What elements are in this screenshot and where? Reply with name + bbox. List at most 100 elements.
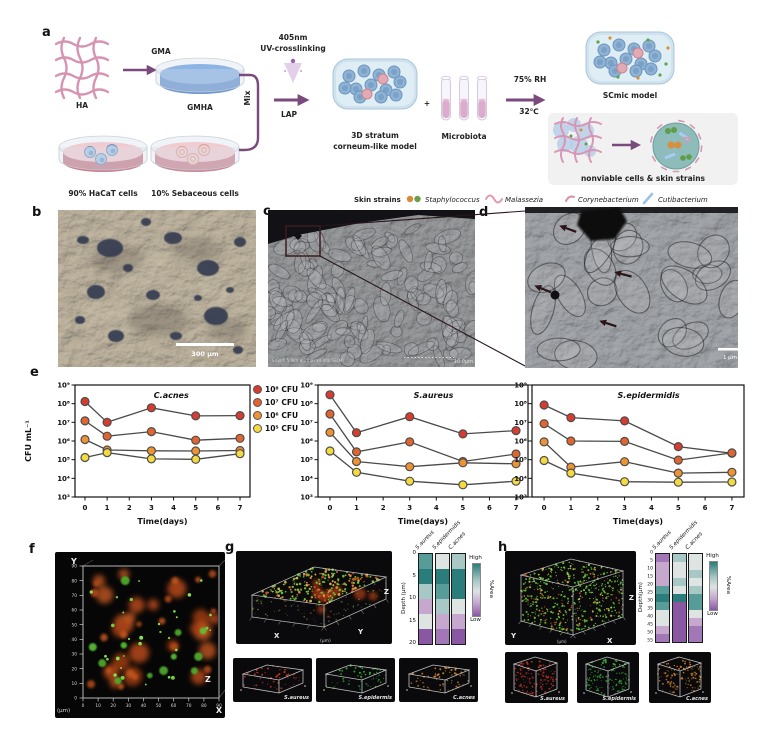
scmic-model-icon	[585, 31, 675, 85]
heatmap-cell	[419, 554, 432, 569]
pore-in-box	[294, 232, 302, 240]
panel-label-g: g	[225, 540, 235, 555]
heatmap-cell	[689, 610, 702, 618]
strain-label: S.aureus	[540, 696, 565, 702]
heatmap-cell	[689, 594, 702, 602]
svg-text:50: 50	[156, 703, 162, 709]
panel-h-3d-cube: Y X Z (μm)	[505, 551, 636, 645]
y-axis-label: Y	[70, 557, 77, 566]
svg-text:4: 4	[649, 504, 654, 512]
svg-text:10⁶: 10⁶	[57, 438, 70, 446]
svg-text:10⁴: 10⁴	[514, 475, 527, 483]
heatmap-cell	[656, 626, 669, 634]
heatmap-cell	[689, 562, 702, 570]
scale-bar	[176, 343, 234, 346]
panel-label-f: f	[29, 542, 35, 557]
heatmap-column	[671, 553, 687, 643]
heatmap-cell	[435, 569, 449, 584]
legend-dot-1e5	[253, 424, 262, 433]
svg-text:10⁹: 10⁹	[57, 382, 70, 390]
depth-tick: 30	[647, 598, 653, 604]
svg-text:10⁸: 10⁸	[514, 400, 527, 408]
ha-polymer-mesh-icon	[54, 36, 110, 100]
svg-text:80: 80	[201, 703, 207, 709]
panel-label-b: b	[32, 205, 42, 220]
panel-c-sem-overview: S4800 5.0kV 8.2mm x4.00k SE(M) 10.0μm	[268, 210, 475, 367]
surface-gap	[577, 207, 627, 241]
data-point	[80, 416, 90, 426]
panel-g-box-saureus: S.aureus	[233, 658, 312, 702]
svg-text:60: 60	[171, 703, 177, 709]
data-point	[405, 476, 415, 486]
data-point	[727, 477, 737, 487]
colorbar	[709, 561, 718, 611]
bacteria-arrow	[534, 284, 552, 294]
panel-b-sem-scaffold: 300 μm	[58, 210, 256, 367]
chart-saureus: 10⁹ 10⁸ 10⁷ 10⁶ 10⁵ 10⁴ 10³ 0 1 2 3 4 5 6 7 Time(days) S…	[300, 382, 529, 526]
data-point	[325, 446, 335, 456]
heatmap-cell	[689, 602, 702, 610]
svg-text:10: 10	[95, 703, 101, 709]
panel-label-a: a	[42, 25, 51, 40]
data-point	[566, 436, 576, 446]
svg-text:80: 80	[72, 578, 78, 584]
heatmap-column	[688, 553, 703, 643]
green-bacteria-blobs	[88, 576, 207, 685]
uv-light-cone-icon	[284, 63, 302, 83]
edge-shadow	[525, 207, 738, 213]
svg-text:10⁴: 10⁴	[57, 475, 70, 483]
depth-axis-label: Depth (μm)	[401, 582, 407, 614]
svg-text:10³: 10³	[300, 494, 313, 502]
heatmap-cell	[672, 554, 686, 562]
colorbar-area-label: %Area	[487, 580, 494, 598]
data-point	[619, 477, 630, 487]
red-cells-layer2	[86, 570, 217, 690]
x-axis-title: Time(days)	[137, 517, 187, 526]
data-point	[80, 452, 90, 463]
data-point	[80, 396, 90, 407]
svg-text:70: 70	[186, 703, 192, 709]
x-axis-label: X	[607, 637, 613, 645]
svg-text:60: 60	[72, 608, 78, 614]
svg-text:0: 0	[74, 696, 77, 702]
data-point	[146, 454, 156, 464]
data-point	[539, 400, 549, 410]
data-point	[727, 448, 737, 458]
uv-lamp-icon	[290, 58, 296, 64]
z-axis-label: Z	[629, 594, 634, 602]
legend-row: 10⁶ CFU	[253, 411, 298, 420]
svg-text:40: 40	[141, 703, 147, 709]
colorbar-high-label: High	[469, 555, 482, 561]
heatmap-column	[434, 553, 450, 645]
heatmap-cell	[452, 614, 465, 629]
heatmap-cell	[435, 629, 449, 644]
panel-h-box-cacnes: C.acnes	[649, 652, 711, 703]
heatmap-column	[418, 553, 433, 645]
panel-h-depth-heatmap: Depth(μm) 0 5 10 15 20 25 30 35 40 45 50 55 S.aureus S…	[633, 520, 753, 661]
depth-tick: 15	[647, 574, 653, 580]
data-point	[619, 416, 630, 426]
z-axis-label: Z	[205, 675, 211, 684]
data-point	[146, 446, 156, 456]
data-point	[351, 456, 362, 467]
svg-text:90: 90	[72, 564, 78, 570]
heatmap-cell	[689, 634, 702, 642]
svg-text:0: 0	[83, 504, 88, 512]
heatmap-cell	[689, 554, 702, 562]
heatmap-cell	[656, 554, 669, 562]
svg-text:4: 4	[171, 504, 176, 512]
panel-h-box-saureus: S.aureus	[505, 652, 568, 703]
x-axis-label: X	[274, 632, 280, 640]
data-point	[405, 412, 415, 422]
svg-text:50: 50	[72, 622, 78, 628]
heatmap-cell	[689, 586, 702, 594]
heatmap-cell	[656, 562, 669, 570]
heatmap-cell	[656, 570, 669, 578]
panel-d-sem-zoom: 1 μm	[525, 207, 738, 368]
axes: 00 10 10 20 20 30 30 40 40 50 50 60 60 70 70 80 80 90 90	[72, 564, 222, 709]
heatmap-cell	[689, 570, 702, 578]
heatmap-column	[451, 553, 466, 645]
heatmap-cell	[689, 626, 702, 634]
sample-edge-shadow	[268, 210, 475, 244]
series-3	[325, 446, 521, 490]
